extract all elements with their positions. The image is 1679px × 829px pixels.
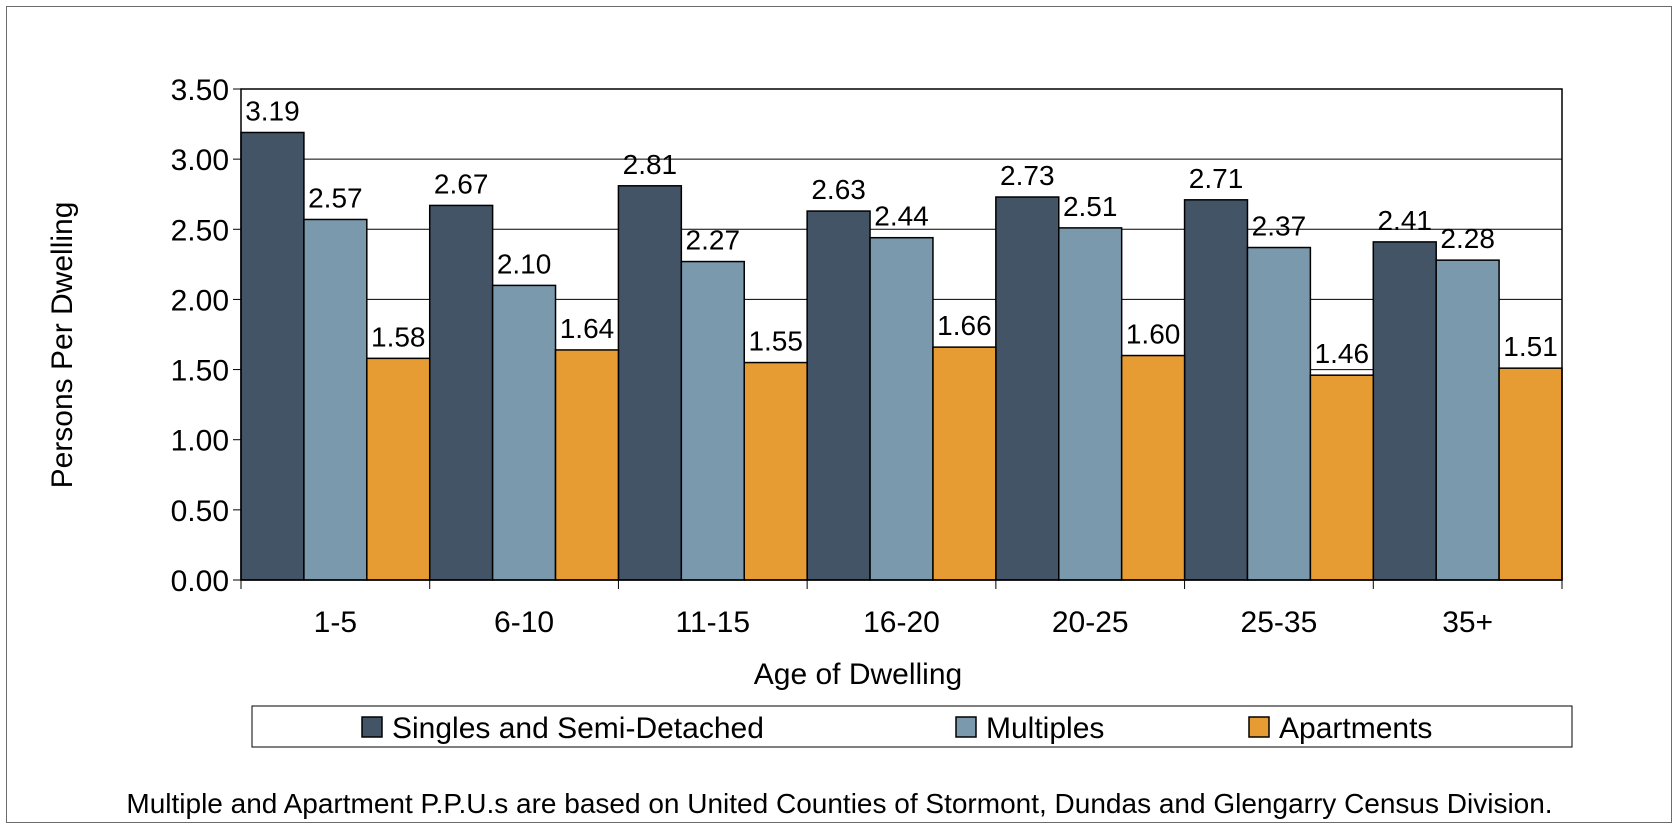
bars xyxy=(240,131,1563,581)
bar xyxy=(240,131,305,581)
bar xyxy=(680,260,745,581)
data-label: 2.67 xyxy=(434,168,489,199)
data-label: 2.57 xyxy=(308,182,363,213)
y-tick-label: 3.50 xyxy=(171,74,229,107)
data-label: 2.71 xyxy=(1189,163,1244,194)
x-tick-label: 35+ xyxy=(1442,606,1493,639)
legend-swatch xyxy=(361,716,383,738)
legend-label: Singles and Semi-Detached xyxy=(392,712,764,745)
bar xyxy=(995,196,1060,581)
y-tick-label: 3.00 xyxy=(171,144,229,177)
footnote: Multiple and Apartment P.P.U.s are based… xyxy=(126,788,1553,819)
y-tick-label: 0.50 xyxy=(171,495,229,528)
data-label: 2.81 xyxy=(623,149,678,180)
bar xyxy=(366,357,431,581)
y-tick-label: 1.50 xyxy=(171,355,229,388)
bar xyxy=(1309,374,1375,581)
data-label: 2.73 xyxy=(1000,160,1055,191)
data-label: 1.46 xyxy=(1315,338,1370,369)
data-label: 3.19 xyxy=(245,95,300,126)
data-label: 2.41 xyxy=(1377,205,1432,236)
bar xyxy=(1498,367,1563,581)
plot-border xyxy=(240,88,1563,581)
x-tick-label: 11-15 xyxy=(676,606,751,639)
x-tick-label: 1-5 xyxy=(314,606,357,639)
bar xyxy=(554,349,620,581)
bar xyxy=(743,361,808,581)
y-axis-title: Persons Per Dwelling xyxy=(46,202,79,489)
data-label: 2.63 xyxy=(811,174,866,205)
x-tick-label: 16-20 xyxy=(863,606,940,639)
legend-box xyxy=(251,705,1573,748)
x-tick-label: 25-35 xyxy=(1241,606,1318,639)
legend-label: Multiples xyxy=(986,712,1104,745)
bar xyxy=(617,185,683,581)
data-label: 1.66 xyxy=(937,310,992,341)
data-label: 1.58 xyxy=(371,321,426,352)
value-labels: 3.19 2.67 2.81 2.63 2.73 2.71 2.41 2.57 2.10 2.27… xyxy=(245,95,1558,369)
bar xyxy=(1435,259,1500,581)
x-tick-label: 20-25 xyxy=(1052,606,1129,639)
bar xyxy=(806,210,871,581)
legend-swatch xyxy=(955,716,977,738)
bar xyxy=(869,236,934,581)
ticks: 0.00 0.50 1.00 1.50 2.00 2.50 3.00 3.50 1-5 6-10 1… xyxy=(171,74,1563,639)
x-axis-title: Age of Dwelling xyxy=(754,658,962,691)
axis-labels: Persons Per Dwelling Age of Dwelling xyxy=(46,202,962,691)
data-label: 1.51 xyxy=(1503,331,1558,362)
data-label: 2.51 xyxy=(1063,191,1118,222)
bar xyxy=(1058,227,1123,581)
bar xyxy=(303,218,368,581)
bar xyxy=(428,204,494,581)
legend: Singles and Semi-Detached Multiples Apartm… xyxy=(251,705,1573,748)
y-tick-label: 1.00 xyxy=(171,425,229,458)
plot-area xyxy=(240,88,1563,581)
bar xyxy=(1120,354,1186,581)
data-label: 2.28 xyxy=(1440,223,1495,254)
y-tick-label: 2.00 xyxy=(171,284,229,317)
data-label: 2.37 xyxy=(1252,211,1307,242)
bar xyxy=(1183,199,1249,581)
data-label: 1.64 xyxy=(560,313,615,344)
data-label: 2.10 xyxy=(497,248,552,279)
data-label: 2.44 xyxy=(874,201,929,232)
legend-label: Apartments xyxy=(1279,712,1432,745)
data-label: 1.55 xyxy=(748,326,803,357)
data-label: 1.60 xyxy=(1126,319,1181,350)
bar xyxy=(932,346,997,581)
legend-swatch xyxy=(1248,716,1270,738)
bar xyxy=(1246,246,1312,581)
bar xyxy=(491,284,557,581)
x-tick-label: 6-10 xyxy=(494,606,554,639)
bar xyxy=(1372,241,1437,581)
y-tick-label: 0.00 xyxy=(171,565,229,598)
data-label: 2.27 xyxy=(686,225,741,256)
y-tick-label: 2.50 xyxy=(171,214,229,247)
